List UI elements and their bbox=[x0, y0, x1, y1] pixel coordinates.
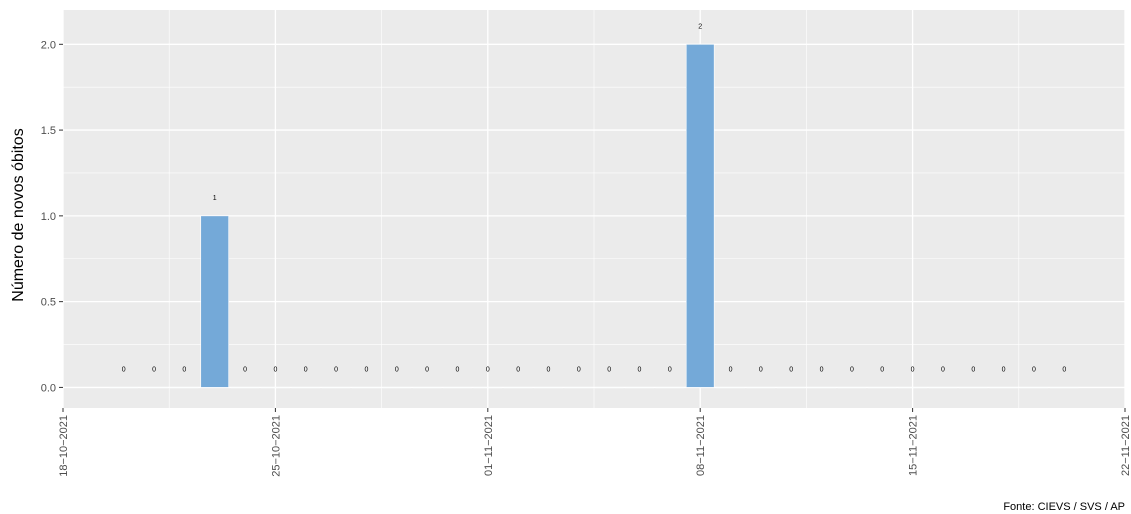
bar-2021-11-08 bbox=[685, 44, 715, 388]
bar-2021-11-18 bbox=[989, 387, 1018, 389]
bar-2021-10-23 bbox=[200, 215, 229, 388]
bar-2021-11-14 bbox=[867, 387, 897, 389]
bar-label-2021-11-02: 0 bbox=[516, 366, 520, 373]
bar-2021-11-17 bbox=[959, 387, 988, 389]
bar-label-2021-11-16: 0 bbox=[941, 366, 945, 373]
bar-2021-11-06 bbox=[625, 387, 654, 389]
bar-2021-11-12 bbox=[807, 387, 836, 389]
y-tick-label: 1.0 bbox=[41, 211, 56, 223]
bar-2021-11-15 bbox=[898, 387, 927, 389]
bar-2021-11-09 bbox=[716, 387, 745, 389]
bar-2021-11-01 bbox=[473, 387, 503, 389]
bar-2021-11-02 bbox=[503, 387, 533, 389]
bar-label-2021-11-07: 0 bbox=[668, 366, 672, 373]
bar-label-2021-10-22: 0 bbox=[182, 366, 186, 373]
y-tick-label: 2.0 bbox=[41, 39, 56, 51]
bar-label-2021-11-12: 0 bbox=[820, 366, 824, 373]
bar-label-2021-11-15: 0 bbox=[911, 366, 915, 373]
bar-label-2021-11-06: 0 bbox=[638, 366, 642, 373]
bar-label-2021-10-27: 0 bbox=[334, 366, 338, 373]
bar-2021-11-19 bbox=[1019, 387, 1049, 389]
bar-2021-10-22 bbox=[170, 387, 199, 389]
bar-label-2021-10-21: 0 bbox=[152, 366, 156, 373]
bar-label-2021-10-31: 0 bbox=[456, 366, 460, 373]
bar-2021-11-11 bbox=[776, 387, 806, 389]
x-tick-label: 01−11−2021 bbox=[483, 415, 495, 476]
bar-label-2021-11-18: 0 bbox=[1002, 366, 1006, 373]
bar-2021-10-21 bbox=[139, 387, 169, 389]
bar-label-2021-11-17: 0 bbox=[971, 366, 975, 373]
bar-label-2021-10-20: 0 bbox=[122, 366, 126, 373]
bar-label-2021-11-11: 0 bbox=[789, 366, 793, 373]
bar-2021-10-28 bbox=[352, 387, 381, 389]
bar-label-2021-11-14: 0 bbox=[880, 366, 884, 373]
x-tick-label: 08−11−2021 bbox=[695, 415, 707, 476]
bar-2021-10-29 bbox=[382, 387, 412, 389]
bar-2021-10-25 bbox=[261, 387, 290, 389]
bar-label-2021-10-25: 0 bbox=[273, 366, 277, 373]
bar-label-2021-10-30: 0 bbox=[425, 366, 429, 373]
bar-2021-11-13 bbox=[837, 387, 867, 389]
bar-label-2021-11-01: 0 bbox=[486, 366, 490, 373]
x-tick-label: 25−10−2021 bbox=[270, 415, 282, 477]
y-tick-label: 0.5 bbox=[41, 297, 56, 309]
bar-label-2021-11-10: 0 bbox=[759, 366, 763, 373]
x-tick-label: 18−10−2021 bbox=[58, 415, 70, 477]
bar-label-2021-11-19: 0 bbox=[1032, 366, 1036, 373]
bar-label-2021-11-20: 0 bbox=[1062, 366, 1066, 373]
bar-label-2021-10-29: 0 bbox=[395, 366, 399, 373]
bar-label-2021-11-05: 0 bbox=[607, 366, 611, 373]
bar-label-2021-10-28: 0 bbox=[364, 366, 368, 373]
y-tick-label: 1.5 bbox=[41, 125, 56, 137]
bar-2021-10-30 bbox=[412, 387, 442, 389]
bar-2021-11-04 bbox=[564, 387, 594, 389]
bar-2021-10-26 bbox=[291, 387, 321, 389]
bar-2021-10-20 bbox=[109, 387, 138, 389]
bar-label-2021-11-08: 2 bbox=[698, 23, 702, 30]
bar-2021-11-10 bbox=[746, 387, 776, 389]
bar-label-2021-11-03: 0 bbox=[547, 366, 551, 373]
bar-2021-11-20 bbox=[1050, 387, 1079, 389]
bar-label-2021-10-24: 0 bbox=[243, 366, 247, 373]
y-tick-label: 0.0 bbox=[41, 382, 56, 394]
bar-2021-10-24 bbox=[230, 387, 260, 389]
bar-label-2021-10-23: 1 bbox=[213, 195, 217, 202]
bars bbox=[109, 44, 1079, 389]
bar-label-2021-11-09: 0 bbox=[729, 366, 733, 373]
bar-value-labels: 0 0 0 1 0 0 0 0 0 0 0 0 0 0 0 0 0 0 0 2 0 0 0 0 0 0 0 0 0 0 0 0 bbox=[122, 23, 1067, 373]
bar-label-2021-11-13: 0 bbox=[850, 366, 854, 373]
minor-gridlines bbox=[63, 10, 1125, 408]
bar-2021-11-05 bbox=[594, 387, 624, 389]
bar-label-2021-11-04: 0 bbox=[577, 366, 581, 373]
source-caption: Fonte: CIEVS / SVS / AP bbox=[1003, 501, 1125, 513]
bar-2021-10-27 bbox=[321, 387, 351, 389]
bar-2021-11-16 bbox=[928, 387, 958, 389]
y-axis: 0.0 0.5 1.0 1.5 2.0 bbox=[41, 39, 63, 394]
bar-2021-10-31 bbox=[443, 387, 472, 389]
x-axis: 18−10−2021 25−10−2021 01−11−2021 08−11−2021… bbox=[58, 408, 1131, 477]
bar-2021-11-03 bbox=[534, 387, 563, 389]
x-tick-label: 15−11−2021 bbox=[908, 415, 920, 476]
bar-label-2021-10-26: 0 bbox=[304, 366, 308, 373]
y-axis-title: Número de novos óbitos bbox=[10, 128, 27, 301]
bar-2021-11-07 bbox=[655, 387, 685, 389]
x-tick-label: 22−11−2021 bbox=[1120, 415, 1131, 476]
